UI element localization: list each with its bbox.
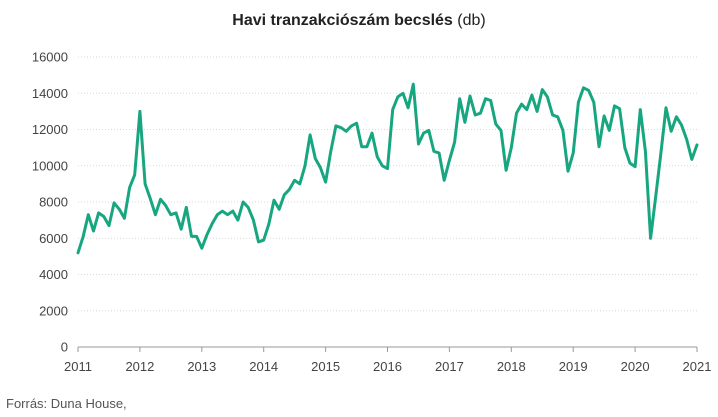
y-tick-label: 2000 [39,303,68,318]
x-tick-label: 2011 [64,359,92,374]
y-tick-label: 0 [61,340,68,355]
y-tick-label: 8000 [39,195,68,210]
gridlines [78,56,697,312]
x-tick-label: 2020 [621,359,650,374]
x-tick-label: 2013 [187,359,216,374]
x-tick-label: 2014 [249,359,278,374]
x-tick-label: 2016 [373,359,402,374]
series-group [76,82,699,255]
x-tick-label: 2015 [311,359,340,374]
y-axis-tick-labels: 16000 14000 12000 10000 8000 6000 4000 2000 0 [32,50,68,355]
y-tick-label: 12000 [32,122,68,137]
y-tick-label: 4000 [39,267,68,282]
chart-title-unit: (db) [457,12,486,29]
x-axis: 2011 2012 2013 2014 2015 2016 2017 2018 2019 2020… [64,346,712,374]
x-tick-label: 2021 [683,359,712,374]
chart-title-main: Havi tranzakciószám becslés [232,12,453,29]
x-tick-label: 2018 [497,359,526,374]
y-tick-label: 16000 [32,50,68,65]
source-note: Forrás: Duna House, [6,396,127,411]
x-tick-label: 2012 [125,359,154,374]
x-tick-label: 2019 [559,359,588,374]
y-tick-label: 6000 [39,231,68,246]
x-tick-label: 2017 [435,359,464,374]
series-line [76,82,699,255]
chart-title: Havi tranzakciószám becslés (db) [0,12,718,30]
y-tick-label: 14000 [32,86,68,101]
y-tick-label: 10000 [32,158,68,173]
